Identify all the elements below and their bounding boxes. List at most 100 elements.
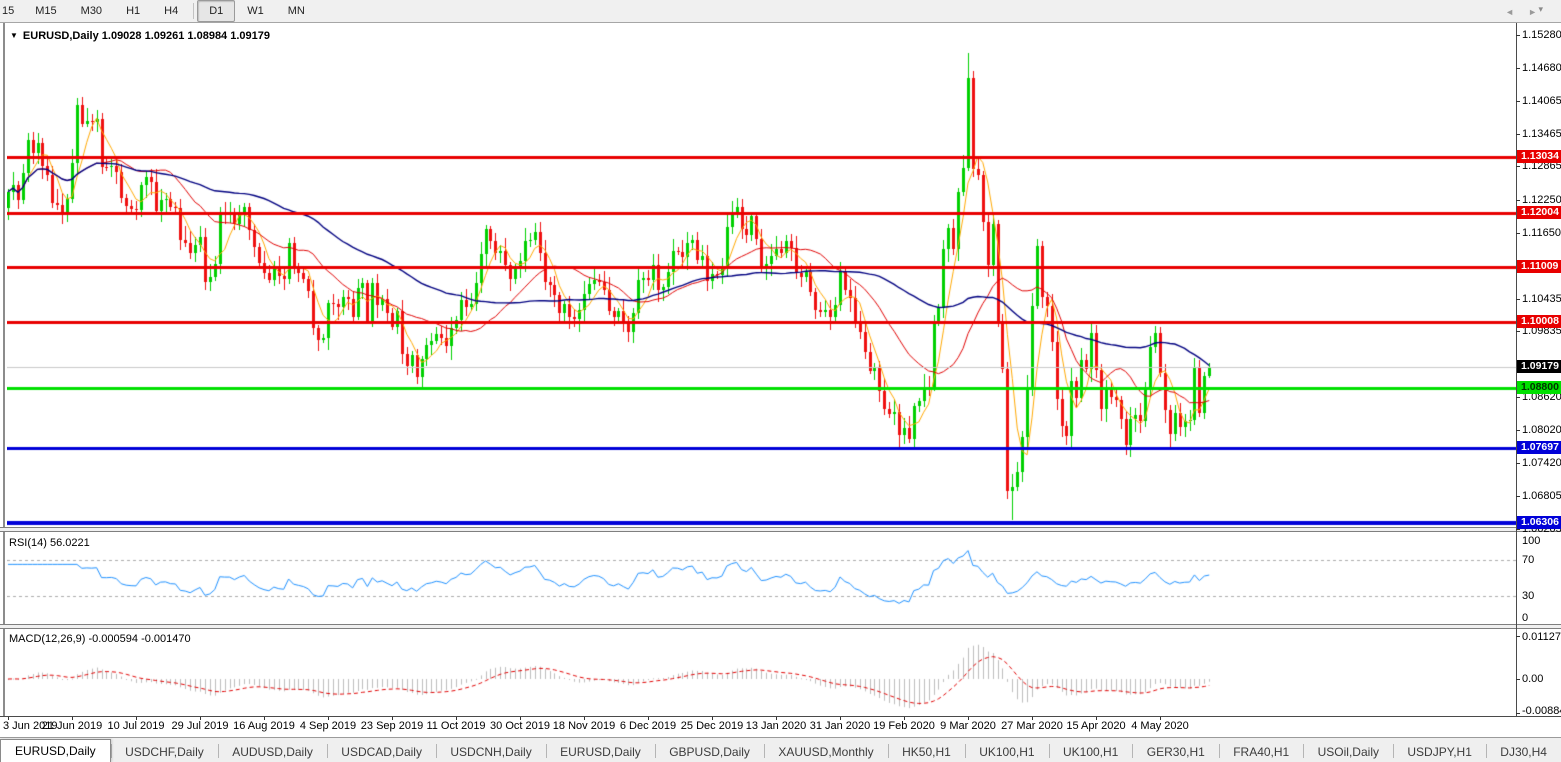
macd-tick-mark [1516, 679, 1520, 680]
rsi-tick-label: 70 [1522, 554, 1534, 566]
price-tick-label: 1.12250 [1522, 194, 1561, 206]
date-label: 9 Mar 2020 [940, 720, 996, 732]
tab-hk50-h1[interactable]: HK50,H1 [888, 742, 965, 762]
tab-eurusd-daily[interactable]: EURUSD,Daily [546, 742, 655, 762]
date-label: 4 Sep 2019 [300, 720, 356, 732]
chart-title-text: EURUSD,Daily 1.09028 1.09261 1.08984 1.0… [23, 30, 270, 42]
timeframe-button-mn[interactable]: MN [276, 0, 317, 22]
tab-ger30-h1[interactable]: GER30,H1 [1133, 742, 1219, 762]
price-tick-mark [1516, 331, 1520, 332]
date-label: 29 Jul 2019 [172, 720, 229, 732]
price-tick-label: 1.13465 [1522, 128, 1561, 140]
price-tick-mark [1516, 529, 1520, 530]
date-label: 11 Oct 2019 [426, 720, 485, 732]
price-tick-label: 1.14065 [1522, 95, 1561, 107]
price-level-badge: 1.06306 [1517, 516, 1561, 529]
date-label: 13 Jan 2020 [746, 720, 807, 732]
timeframe-button-m30[interactable]: M30 [69, 0, 114, 22]
macd-label: MACD(12,26,9) -0.000594 -0.001470 [9, 633, 191, 645]
rsi-tick-label: 0 [1522, 612, 1528, 624]
panel-splitter-macd[interactable] [0, 624, 1561, 629]
price-tick-label: 1.08020 [1522, 424, 1561, 436]
timeframe-button-w1[interactable]: W1 [235, 0, 276, 22]
price-tick-mark [1516, 134, 1520, 135]
price-chart-canvas[interactable] [7, 26, 1516, 527]
timeframe-button-h1[interactable]: H1 [114, 0, 152, 22]
timeframe-button-d1[interactable]: D1 [197, 0, 235, 22]
date-label: 30 Oct 2019 [490, 720, 550, 732]
price-tick-mark [1516, 233, 1520, 234]
date-label: 15 Apr 2020 [1066, 720, 1125, 732]
date-label: 23 Sep 2019 [361, 720, 423, 732]
macd-tick-label: 0.00 [1522, 673, 1543, 685]
price-level-badge: 1.09179 [1517, 360, 1561, 373]
price-tick-mark [1516, 101, 1520, 102]
tab-uk100-h1[interactable]: UK100,H1 [965, 742, 1048, 762]
price-tick-mark [1516, 463, 1520, 464]
date-label: 4 May 2020 [1131, 720, 1188, 732]
price-level-badge: 1.12004 [1517, 206, 1561, 219]
date-label: 21 Jun 2019 [42, 720, 103, 732]
price-axis-separator [1516, 23, 1517, 737]
price-tick-mark [1516, 200, 1520, 201]
tab-dj30-h4[interactable]: DJ30,H4 [1486, 742, 1561, 762]
chart-dropdown-icon[interactable]: ▼ [10, 31, 18, 40]
date-label: 31 Jan 2020 [810, 720, 871, 732]
timeframe-button-m15[interactable]: M15 [23, 0, 68, 22]
price-tick-mark [1516, 496, 1520, 497]
rsi-label: RSI(14) 56.0221 [9, 537, 90, 549]
tab-scroll-arrows[interactable]: ◄► [1505, 7, 1551, 17]
price-tick-mark [1516, 166, 1520, 167]
tab-usdchf-daily[interactable]: USDCHF,Daily [111, 742, 218, 762]
rsi-tick-label: 100 [1522, 535, 1540, 547]
panel-splitter-rsi[interactable] [0, 527, 1561, 532]
price-tick-label: 1.14680 [1522, 62, 1561, 74]
price-level-badge: 1.11009 [1517, 260, 1561, 273]
tab-usdcnh-daily[interactable]: USDCNH,Daily [436, 742, 545, 762]
macd-indicator-canvas[interactable] [7, 630, 1516, 716]
price-level-badge: 1.08800 [1517, 381, 1561, 394]
tab-usoil-daily[interactable]: USOil,Daily [1304, 742, 1393, 762]
date-label: 6 Dec 2019 [620, 720, 676, 732]
tab-gbpusd-daily[interactable]: GBPUSD,Daily [655, 742, 764, 762]
price-tick-label: 1.11650 [1522, 227, 1561, 239]
price-level-badge: 1.07697 [1517, 441, 1561, 454]
price-tick-mark [1516, 68, 1520, 69]
date-label: 25 Dec 2019 [681, 720, 743, 732]
macd-tick-label: -0.008845 [1522, 705, 1561, 717]
price-tick-mark [1516, 35, 1520, 36]
tab-usdcad-daily[interactable]: USDCAD,Daily [327, 742, 436, 762]
date-label: 18 Nov 2019 [553, 720, 615, 732]
price-tick-mark [1516, 299, 1520, 300]
tab-uk100-h1[interactable]: UK100,H1 [1049, 742, 1132, 762]
chart-title: ▼ EURUSD,Daily 1.09028 1.09261 1.08984 1.… [10, 30, 270, 42]
tab-eurusd-daily[interactable]: EURUSD,Daily [0, 739, 111, 762]
macd-tick-mark [1516, 636, 1520, 637]
chart-window-left-border [3, 23, 5, 737]
rsi-tick-label: 30 [1522, 590, 1534, 602]
price-level-badge: 1.13034 [1517, 150, 1561, 163]
date-label: 10 Jul 2019 [108, 720, 165, 732]
toolbar-separator [193, 3, 194, 19]
date-label: 16 Aug 2019 [233, 720, 295, 732]
price-tick-label: 1.07420 [1522, 457, 1561, 469]
price-level-badge: 1.10008 [1517, 315, 1561, 328]
timeframe-button-h4[interactable]: H4 [152, 0, 190, 22]
date-label: 19 Feb 2020 [873, 720, 935, 732]
tab-audusd-daily[interactable]: AUDUSD,Daily [218, 742, 327, 762]
timeframe-button-15[interactable]: 15 [0, 0, 23, 22]
price-tick-mark [1516, 430, 1520, 431]
price-tick-label: 1.15280 [1522, 29, 1561, 41]
price-tick-label: 1.06805 [1522, 490, 1561, 502]
macd-tick-mark [1516, 713, 1520, 714]
date-label: 27 Mar 2020 [1001, 720, 1063, 732]
tab-xauusd-monthly[interactable]: XAUUSD,Monthly [764, 742, 887, 762]
tab-fra40-h1[interactable]: FRA40,H1 [1219, 742, 1303, 762]
rsi-indicator-canvas[interactable] [7, 533, 1516, 625]
tab-usdjpy-h1[interactable]: USDJPY,H1 [1393, 742, 1485, 762]
price-tick-label: 1.10435 [1522, 293, 1561, 305]
